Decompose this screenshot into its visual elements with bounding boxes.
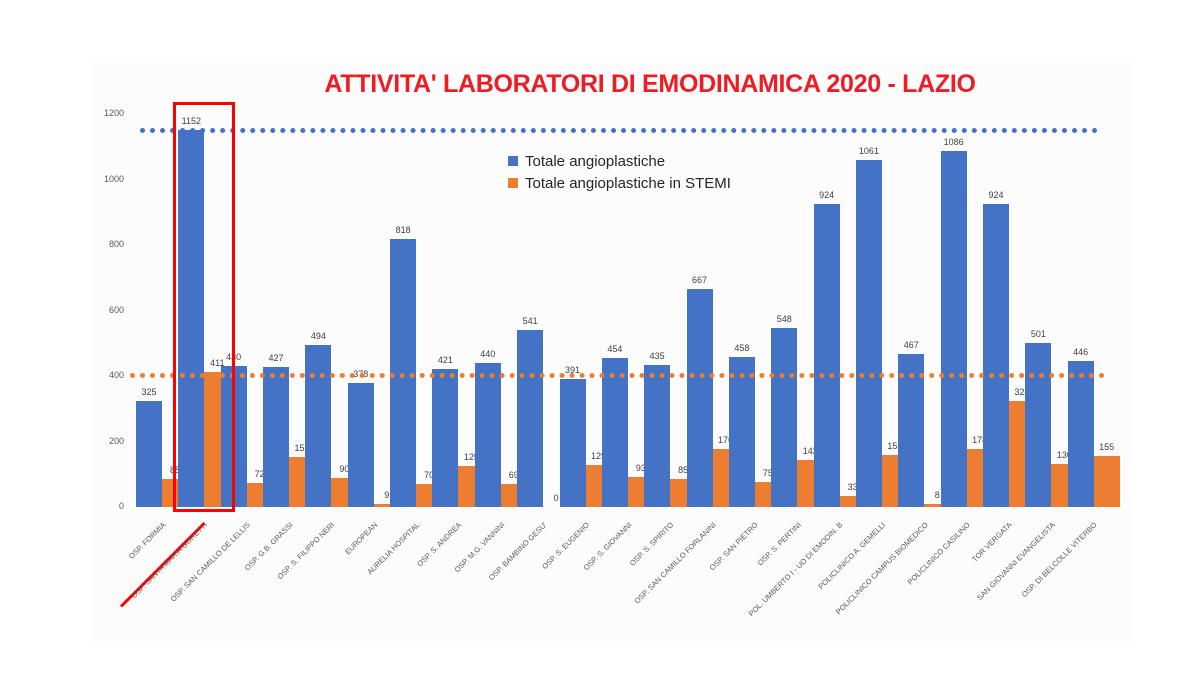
data-label: 152 (294, 443, 310, 454)
data-label: 667 (692, 274, 708, 285)
bar-totale (855, 159, 882, 507)
data-label: 33 (847, 482, 858, 493)
y-tick-label: 800 (108, 239, 124, 249)
legend-item-stemi: Totale angioplastiche in STEMI (508, 172, 731, 194)
bar-totale (644, 364, 671, 507)
data-label: 93 (635, 462, 646, 473)
bar-totale (305, 345, 332, 507)
data-label: 325 (141, 386, 157, 397)
bar-totale (813, 204, 840, 507)
data-label: 90 (339, 463, 350, 474)
y-tick-label: 1000 (103, 173, 124, 184)
data-label: 178 (972, 434, 988, 445)
legend-item-totale: Totale angioplastiche (508, 150, 731, 172)
bar-totale (432, 369, 459, 507)
bar-totale (898, 354, 925, 507)
bar-stemi (839, 496, 866, 507)
chart-title: ATTIVITA' LABORATORI DI EMODINAMICA 2020… (324, 70, 976, 98)
data-label: 155 (1099, 442, 1115, 453)
data-label: 125 (463, 452, 479, 463)
data-label: 69 (508, 470, 519, 481)
legend-label: Totale angioplastiche (525, 152, 666, 170)
data-label: 391 (564, 364, 581, 375)
bar-totale (771, 327, 798, 507)
data-label: 176 (718, 435, 734, 446)
data-label: 1152 (181, 115, 202, 126)
bar-totale (728, 357, 755, 507)
data-label: 1086 (943, 137, 964, 148)
bar-totale (686, 288, 713, 507)
data-label: 324 (1014, 386, 1030, 397)
y-tick-label: 1200 (103, 108, 124, 118)
data-label: 421 (437, 355, 453, 366)
data-label: 467 (903, 340, 919, 351)
data-label: 70 (424, 470, 435, 481)
data-label: 129 (590, 450, 607, 461)
data-label: 85 (678, 465, 689, 476)
data-label: 427 (268, 353, 284, 364)
data-label: 1061 (858, 145, 879, 156)
data-label: 9 (384, 490, 390, 501)
data-label: 72 (254, 469, 265, 480)
bar-totale (601, 358, 628, 507)
y-tick-label: 0 (118, 501, 124, 511)
data-label: 501 (1030, 328, 1046, 339)
data-label: 454 (607, 344, 623, 355)
bar-stemi (924, 504, 951, 507)
bar-totale (347, 383, 374, 507)
data-label: 8 (934, 490, 940, 501)
data-label: 541 (522, 315, 538, 326)
reference-line-max-stemi (130, 372, 1105, 378)
bar-totale (517, 329, 544, 507)
data-label: 446 (1073, 346, 1089, 357)
y-tick-label: 600 (108, 304, 124, 315)
data-label: 130 (1056, 450, 1072, 461)
data-label: 435 (649, 350, 665, 361)
y-tick-label: 200 (108, 435, 124, 446)
data-label: 548 (776, 313, 792, 324)
legend: Totale angioplastiche Totale angioplasti… (508, 150, 731, 194)
data-label: 75 (762, 468, 773, 479)
bar-totale (1067, 360, 1094, 507)
legend-swatch-blue-icon (508, 156, 518, 166)
data-label: 142 (802, 446, 818, 457)
bar-totale (940, 151, 967, 507)
bar-totale (178, 129, 205, 507)
bar-totale (136, 400, 162, 507)
data-label: 924 (988, 190, 1004, 201)
data-label: 494 (310, 331, 326, 342)
legend-swatch-orange-icon (508, 178, 518, 188)
highlight-box (173, 102, 236, 512)
data-label: 159 (887, 440, 903, 451)
bar-totale (1025, 342, 1052, 507)
bar-totale (983, 204, 1009, 507)
bar-stemi (373, 504, 400, 507)
bar-totale (263, 367, 290, 507)
data-label: 818 (395, 225, 411, 236)
data-label: 0 (553, 493, 559, 503)
data-label: 440 (480, 348, 496, 359)
bar-stemi (1093, 456, 1120, 507)
bar-totale (559, 378, 586, 507)
reference-line-max-totale (140, 127, 1098, 133)
data-label: 411 (210, 358, 225, 369)
data-label: 458 (734, 343, 750, 353)
data-label: 924 (819, 190, 835, 201)
bar-totale (474, 362, 501, 507)
y-tick-label: 400 (108, 370, 124, 380)
legend-label: Totale angioplastiche in STEMI (525, 174, 731, 192)
